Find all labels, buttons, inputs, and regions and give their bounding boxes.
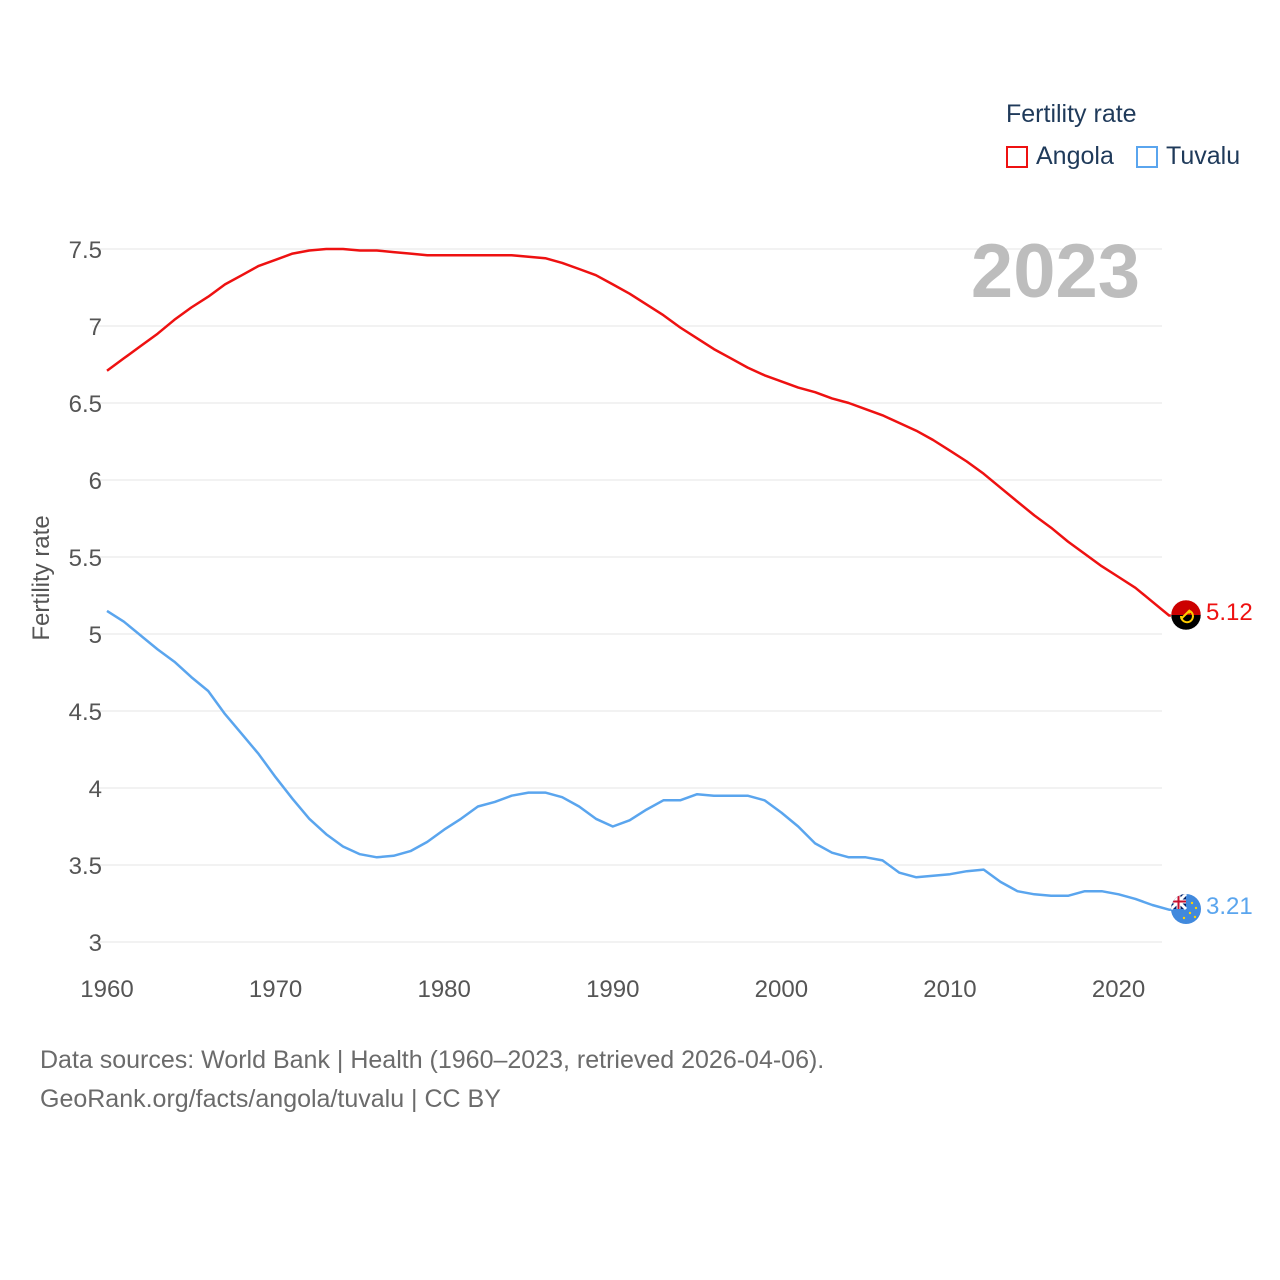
legend-title: Fertility rate [1006,100,1137,128]
footer-link[interactable]: GeoRank.org/facts/angola/tuvalu | CC BY [40,1085,501,1113]
legend-item-tuvalu[interactable]: Tuvalu [1136,142,1240,171]
legend-swatch-tuvalu [1136,145,1158,168]
tuvalu-end-value: 3.21 [1206,893,1253,920]
y-tick-label: 3 [89,930,102,957]
angola-flag-icon [1170,599,1202,631]
x-tick-label: 1990 [586,976,639,1003]
year-label: 2023 [970,229,1140,314]
y-tick-label: 7 [89,314,102,341]
x-tick-label: 2020 [1092,976,1145,1003]
legend-item-angola[interactable]: Angola [1006,142,1114,171]
grid [92,248,1162,943]
x-tick-label: 1970 [249,976,302,1003]
angola-end-value: 5.12 [1206,599,1253,626]
x-tick-label: 2000 [755,976,808,1003]
x-axis-ticks: 1960 1970 1980 1990 2000 2010 2020 [80,976,1145,1003]
series [106,247,1181,911]
series-line-tuvalu [106,609,1181,911]
y-tick-label: 5 [89,622,102,649]
legend-label-angola: Angola [1036,142,1114,170]
end-markers [1170,599,1202,924]
legend-label-tuvalu: Tuvalu [1166,142,1241,170]
footer-sources: Data sources: World Bank | Health (1960–… [40,1046,825,1074]
y-tick-label: 6 [89,468,102,495]
x-tick-label: 1960 [80,976,133,1003]
y-tick-label: 4.5 [69,699,102,726]
x-tick-label: 2010 [923,976,976,1003]
y-tick-label: 5.5 [69,545,102,572]
series-line-angola [106,247,1181,617]
tuvalu-flag-icon [1171,894,1201,924]
y-tick-label: 4 [89,776,102,803]
y-tick-label: 6.5 [69,391,102,418]
y-axis-ticks: 3 3.5 4 4.5 5 5.5 6 6.5 7 7.5 [69,237,102,957]
y-axis-label: Fertility rate [28,515,55,641]
legend-swatch-angola [1006,145,1028,168]
y-tick-label: 3.5 [69,853,102,880]
y-tick-label: 7.5 [69,237,102,264]
x-tick-label: 1980 [417,976,470,1003]
